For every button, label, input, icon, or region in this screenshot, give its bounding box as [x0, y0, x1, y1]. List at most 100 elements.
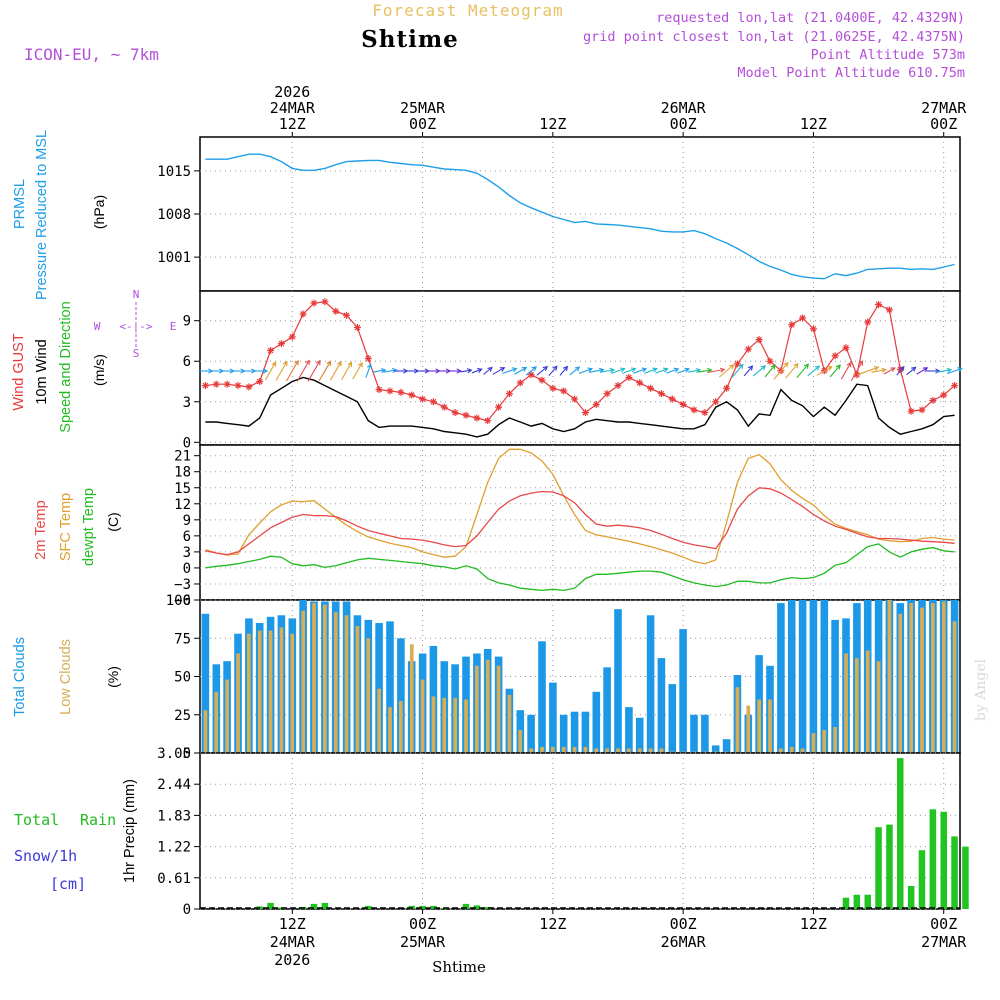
gust-marker [212, 380, 220, 388]
y-tick-label: 0 [183, 561, 191, 577]
wind-arrow [829, 364, 841, 378]
gust-marker [831, 352, 839, 360]
low-cloud-bar [627, 748, 631, 753]
dewpt-line [205, 543, 955, 592]
compass-north: N [133, 288, 140, 301]
low-cloud-bar [507, 694, 512, 753]
y-tick-label: 75 [174, 631, 191, 647]
gust-marker [277, 340, 285, 348]
wind-arrow [731, 363, 744, 378]
y-tick-label: 3 [183, 545, 191, 561]
wind-arrow [666, 367, 680, 374]
wind10m-line [205, 376, 955, 438]
low-cloud-bar [409, 644, 414, 753]
y-tick-label: 9 [183, 314, 191, 330]
total-clouds-label: Total Clouds [12, 637, 28, 717]
snow-label: Snow/1h [14, 847, 77, 865]
gust-marker [419, 395, 427, 403]
gridpoint-location: grid point closest lon,lat (21.0625E, 42… [583, 29, 965, 45]
wind-arrow [483, 366, 493, 375]
gust-marker [809, 325, 817, 333]
total-cloud-bar [592, 691, 601, 753]
snow-unit-label: [cm] [50, 875, 86, 893]
wind-arrow [548, 365, 558, 377]
gust-marker [625, 373, 633, 381]
low-cloud-bar [865, 650, 870, 753]
sfc-temp-label: SFC Temp [58, 493, 74, 561]
low-cloud-bar [388, 707, 392, 753]
low-cloud-bar [768, 699, 772, 753]
precip-bar [462, 903, 470, 909]
product-title: Forecast Meteogram [372, 1, 563, 20]
low-cloud-bar [518, 730, 523, 753]
low-cloud-bar [214, 691, 219, 753]
gust-marker [592, 400, 600, 408]
gust-marker [310, 299, 318, 307]
bottom-time-label: 24MAR [270, 933, 316, 951]
precip-bar [886, 824, 893, 909]
gust-marker [571, 395, 579, 403]
total-cloud-bar [701, 714, 709, 754]
y-tick-label: 21 [174, 449, 191, 465]
low-cloud-bar [333, 612, 338, 753]
total-cloud-bar [527, 714, 535, 754]
gust-marker [462, 411, 470, 419]
low-cloud-bar [496, 665, 501, 753]
y-tick-label: 0 [183, 902, 191, 918]
top-time-label: 00Z [409, 115, 436, 133]
wind-arrow [773, 361, 789, 380]
total-cloud-bar [397, 638, 405, 754]
gust-marker [581, 409, 589, 417]
precip-bar [864, 894, 871, 909]
wind-arrow [449, 368, 462, 374]
low-cloud-bar [464, 699, 468, 753]
low-cloud-bar [735, 687, 740, 753]
gust-marker [885, 306, 893, 314]
pressure-unit: (hPa) [91, 195, 107, 229]
bottom-time-label: 12Z [539, 915, 566, 933]
wind-arrow [871, 367, 887, 373]
total-cloud-bar [581, 711, 590, 753]
dewpt-label: dewpt Temp [81, 488, 97, 566]
low-cloud-bar [236, 653, 240, 753]
gust-marker [440, 403, 448, 411]
total-cloud-bar [201, 613, 210, 753]
wind-arrow [275, 360, 288, 381]
total-cloud-bar [386, 621, 394, 753]
prmsl-label: PRMSL [12, 179, 28, 229]
low-cloud-bar [399, 701, 403, 753]
prmsl-line [205, 153, 955, 280]
rain-label: Rain [80, 811, 116, 829]
gust-marker [679, 400, 687, 408]
total-cloud-bar [831, 619, 839, 753]
wind-frame [199, 290, 961, 446]
bottom-time-label: 00Z [670, 915, 697, 933]
wind-arrow [719, 364, 735, 378]
gust-marker [560, 387, 568, 395]
precip-bar [267, 902, 274, 909]
total-cloud-bar [538, 641, 546, 753]
gust-marker [875, 301, 883, 309]
gust-marker [940, 391, 948, 399]
gust-marker [690, 406, 698, 414]
gust-marker [842, 344, 850, 352]
total-cloud-bar [798, 600, 807, 753]
gust-marker [223, 380, 231, 388]
low-cloud-bar [931, 603, 935, 753]
gust-marker [256, 378, 264, 386]
precip-frame [199, 752, 961, 910]
compass-south: S [133, 347, 140, 360]
gust-marker [343, 311, 351, 319]
gust-label: Wind GUST [11, 333, 27, 410]
gust-marker [668, 395, 676, 403]
wind-arrow [947, 367, 963, 375]
wind-arrow [365, 363, 372, 378]
y-tick-label: 18 [174, 465, 191, 481]
low-cloud-bar [822, 730, 827, 753]
wind-unit: (m/s) [91, 354, 107, 386]
top-time-label: 00Z [670, 115, 697, 133]
precip-bar [321, 902, 329, 909]
wind-arrow [329, 360, 342, 381]
gust-marker [755, 336, 763, 344]
